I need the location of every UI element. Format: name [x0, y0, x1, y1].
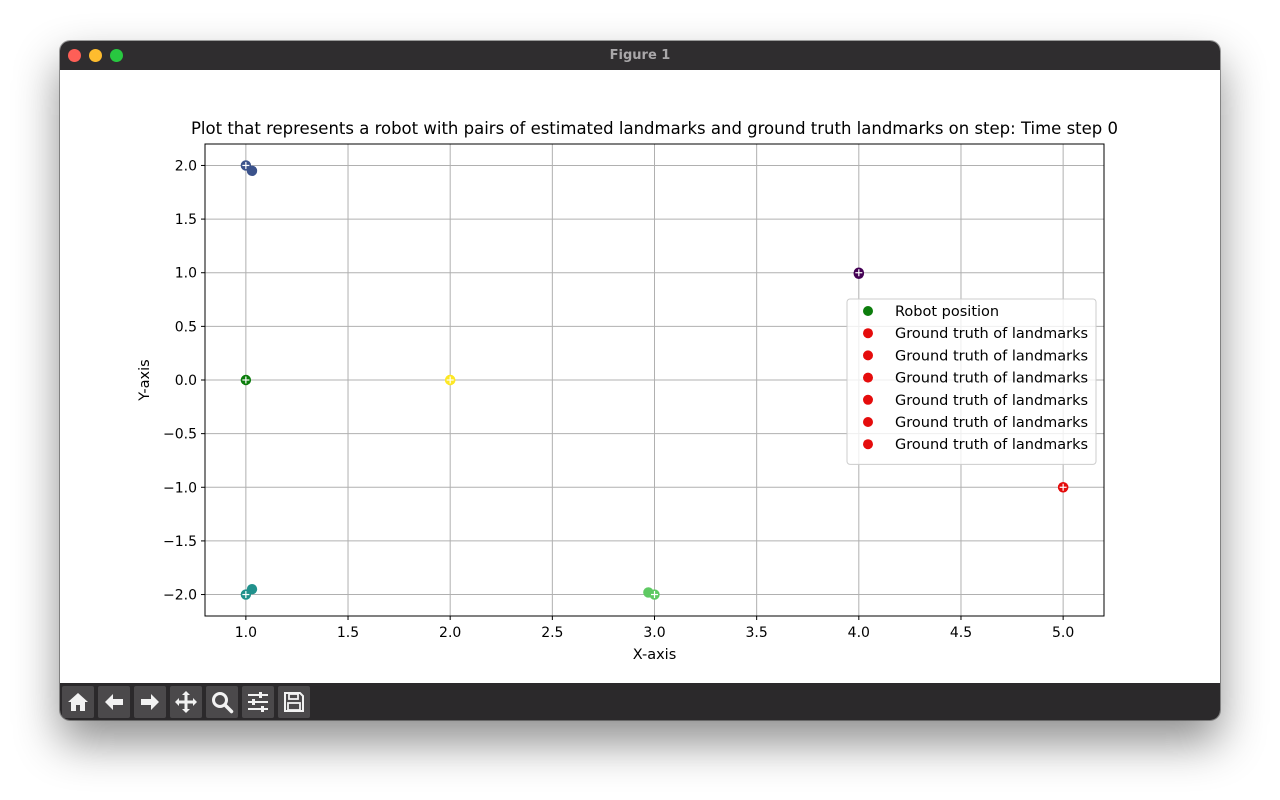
back-button[interactable]	[98, 686, 130, 718]
configure-subplots-icon	[248, 692, 268, 712]
configure-subplots-button[interactable]	[242, 686, 274, 718]
maximize-window-button[interactable]	[110, 49, 123, 62]
navigation-toolbar	[60, 683, 1220, 720]
legend-label: Ground truth of landmarks	[895, 393, 1088, 409]
legend-label: Ground truth of landmarks	[895, 348, 1088, 364]
y-tick-label: 0.0	[175, 373, 197, 389]
legend-label: Robot position	[895, 304, 999, 320]
y-tick-label: 0.5	[175, 319, 197, 335]
legend-marker	[863, 328, 873, 339]
y-tick-label: 1.5	[175, 212, 197, 228]
forward-button[interactable]	[134, 686, 166, 718]
legend-label: Ground truth of landmarks	[895, 326, 1088, 342]
legend-marker	[863, 372, 873, 383]
legend: Robot position Ground truth of landmarks G…	[846, 298, 1097, 465]
legend-label: Ground truth of landmarks	[895, 437, 1088, 453]
y-tick-label: −2.0	[163, 588, 197, 604]
chart-title: Plot that represents a robot with pairs …	[191, 119, 1118, 138]
legend-marker	[863, 417, 873, 427]
scatter-chart: 1.0 1.5 2.0 2.5 3.0 3.5 4.0 4.5 5.0 2.0 1.5 1.0 0.5…	[60, 70, 1220, 683]
x-tick-label: 2.0	[439, 625, 461, 641]
legend-marker	[863, 439, 873, 450]
x-tick-label: 4.5	[950, 625, 972, 641]
x-tick-label: 4.0	[848, 625, 870, 641]
y-tick-label: 2.0	[175, 158, 197, 174]
save-floppy-icon	[284, 692, 304, 712]
window-title: Figure 1	[609, 48, 671, 63]
home-icon	[68, 693, 88, 711]
legend-box	[846, 298, 1097, 465]
y-axis-label: Y-axis	[137, 359, 153, 401]
x-axis-ticks: 1.0 1.5 2.0 2.5 3.0 3.5 4.0 4.5 5.0	[235, 616, 1074, 641]
y-tick-label: −1.0	[163, 480, 197, 496]
y-tick-label: −1.5	[163, 534, 197, 550]
x-tick-label: 3.5	[746, 625, 768, 641]
legend-label: Ground truth of landmarks	[895, 371, 1088, 387]
y-tick-label: −0.5	[163, 427, 197, 443]
home-button[interactable]	[62, 686, 94, 718]
save-button[interactable]	[278, 686, 310, 718]
back-arrow-icon	[105, 694, 123, 710]
x-tick-label: 2.5	[541, 625, 563, 641]
y-tick-label: 1.0	[175, 266, 197, 282]
zoom-button[interactable]	[206, 686, 238, 718]
x-tick-label: 1.0	[235, 625, 257, 641]
close-window-button[interactable]	[68, 49, 81, 62]
pan-button[interactable]	[170, 686, 202, 718]
legend-marker	[863, 394, 873, 405]
pan-move-icon	[175, 691, 197, 713]
x-tick-label: 3.0	[643, 625, 665, 641]
zoom-magnifier-icon	[212, 692, 234, 714]
legend-marker	[863, 350, 873, 361]
x-tick-label: 5.0	[1052, 625, 1074, 641]
data-points	[240, 160, 1069, 600]
legend-marker	[863, 306, 873, 316]
figure-window: Figure 1 1.0 1.5 2.0 2.5 3.0 3.5 4.0 4.5 5.0 2.0…	[60, 41, 1220, 720]
figure-canvas: 1.0 1.5 2.0 2.5 3.0 3.5 4.0 4.5 5.0 2.0 1.5 1.0 0.5…	[60, 70, 1220, 683]
x-axis-label: X-axis	[633, 647, 677, 663]
x-tick-label: 1.5	[337, 625, 359, 641]
forward-arrow-icon	[141, 694, 159, 710]
title-bar: Figure 1	[60, 41, 1220, 70]
minimize-window-button[interactable]	[89, 49, 102, 62]
y-axis-ticks: 2.0 1.5 1.0 0.5 0.0 −0.5 −1.0 −1.5 −2.0	[163, 158, 205, 604]
legend-label: Ground truth of landmarks	[895, 415, 1088, 431]
